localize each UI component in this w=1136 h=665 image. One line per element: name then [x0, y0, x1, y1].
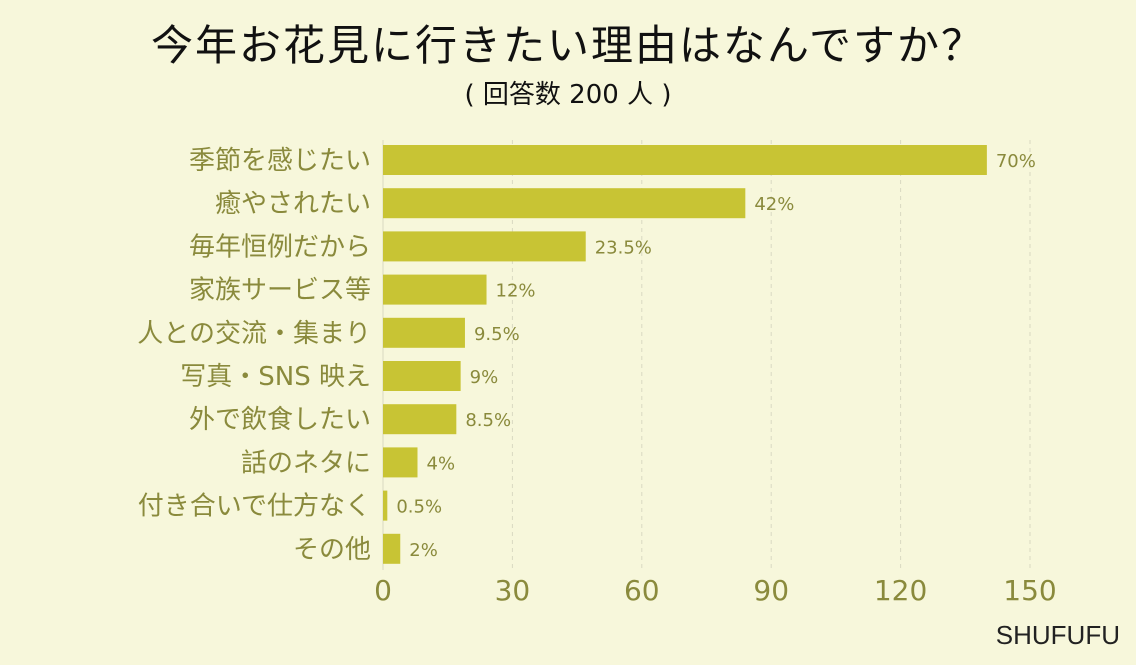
x-tick-label: 60 [624, 574, 660, 607]
category-label: 写真・SNS 映え [180, 362, 371, 392]
x-axis-ticks: 0 30 60 90 120 150 [374, 574, 1057, 607]
x-tick-label: 150 [1003, 574, 1056, 607]
value-label: 9% [470, 367, 499, 388]
category-label: 付き合いで仕方なく [138, 492, 371, 522]
category-label: 話のネタに [241, 448, 371, 478]
category-label: 人との交流・集まり [137, 319, 371, 349]
x-tick-label: 120 [874, 574, 927, 607]
source-credit: SHUFUFU [995, 620, 1120, 650]
category-label: 家族サービス等 [189, 276, 371, 306]
bar [383, 317, 465, 348]
value-labels: 70% 42% 23.5% 12% 9.5% 9% 8.5% 4% 0.5% 2% [396, 151, 1036, 561]
value-label: 23.5% [595, 237, 652, 258]
bar [383, 447, 418, 478]
category-label: 癒やされたい [215, 189, 371, 219]
category-label: 季節を感じたい [189, 146, 371, 176]
value-label: 4% [427, 453, 456, 474]
value-label: 12% [496, 281, 536, 302]
value-label: 2% [409, 540, 438, 561]
bar [383, 274, 487, 305]
bar [383, 231, 586, 262]
bar [383, 533, 401, 564]
value-label: 0.5% [396, 497, 442, 518]
category-labels: 季節を感じたい癒やされたい毎年恒例だから家族サービス等人との交流・集まり写真・S… [137, 146, 371, 565]
value-label: 70% [996, 151, 1036, 172]
bar [383, 361, 461, 391]
category-label: その他 [293, 535, 371, 565]
category-label: 外で飲食したい [189, 405, 371, 435]
bar [383, 490, 388, 521]
bar [383, 188, 746, 219]
x-tick-label: 30 [495, 574, 531, 607]
value-label: 42% [754, 194, 794, 215]
chart-title: 今年お花見に行きたい理由はなんですか？ [151, 21, 985, 70]
bar [383, 404, 457, 435]
value-label: 9.5% [474, 324, 520, 345]
x-tick-label: 0 [374, 574, 392, 607]
bars [383, 145, 987, 564]
category-label: 毎年恒例だから [189, 232, 371, 262]
chart-subtitle: ( 回答数 200 人 ) [464, 80, 672, 110]
bar [383, 145, 987, 175]
value-label: 8.5% [465, 410, 511, 431]
x-tick-label: 90 [753, 574, 789, 607]
